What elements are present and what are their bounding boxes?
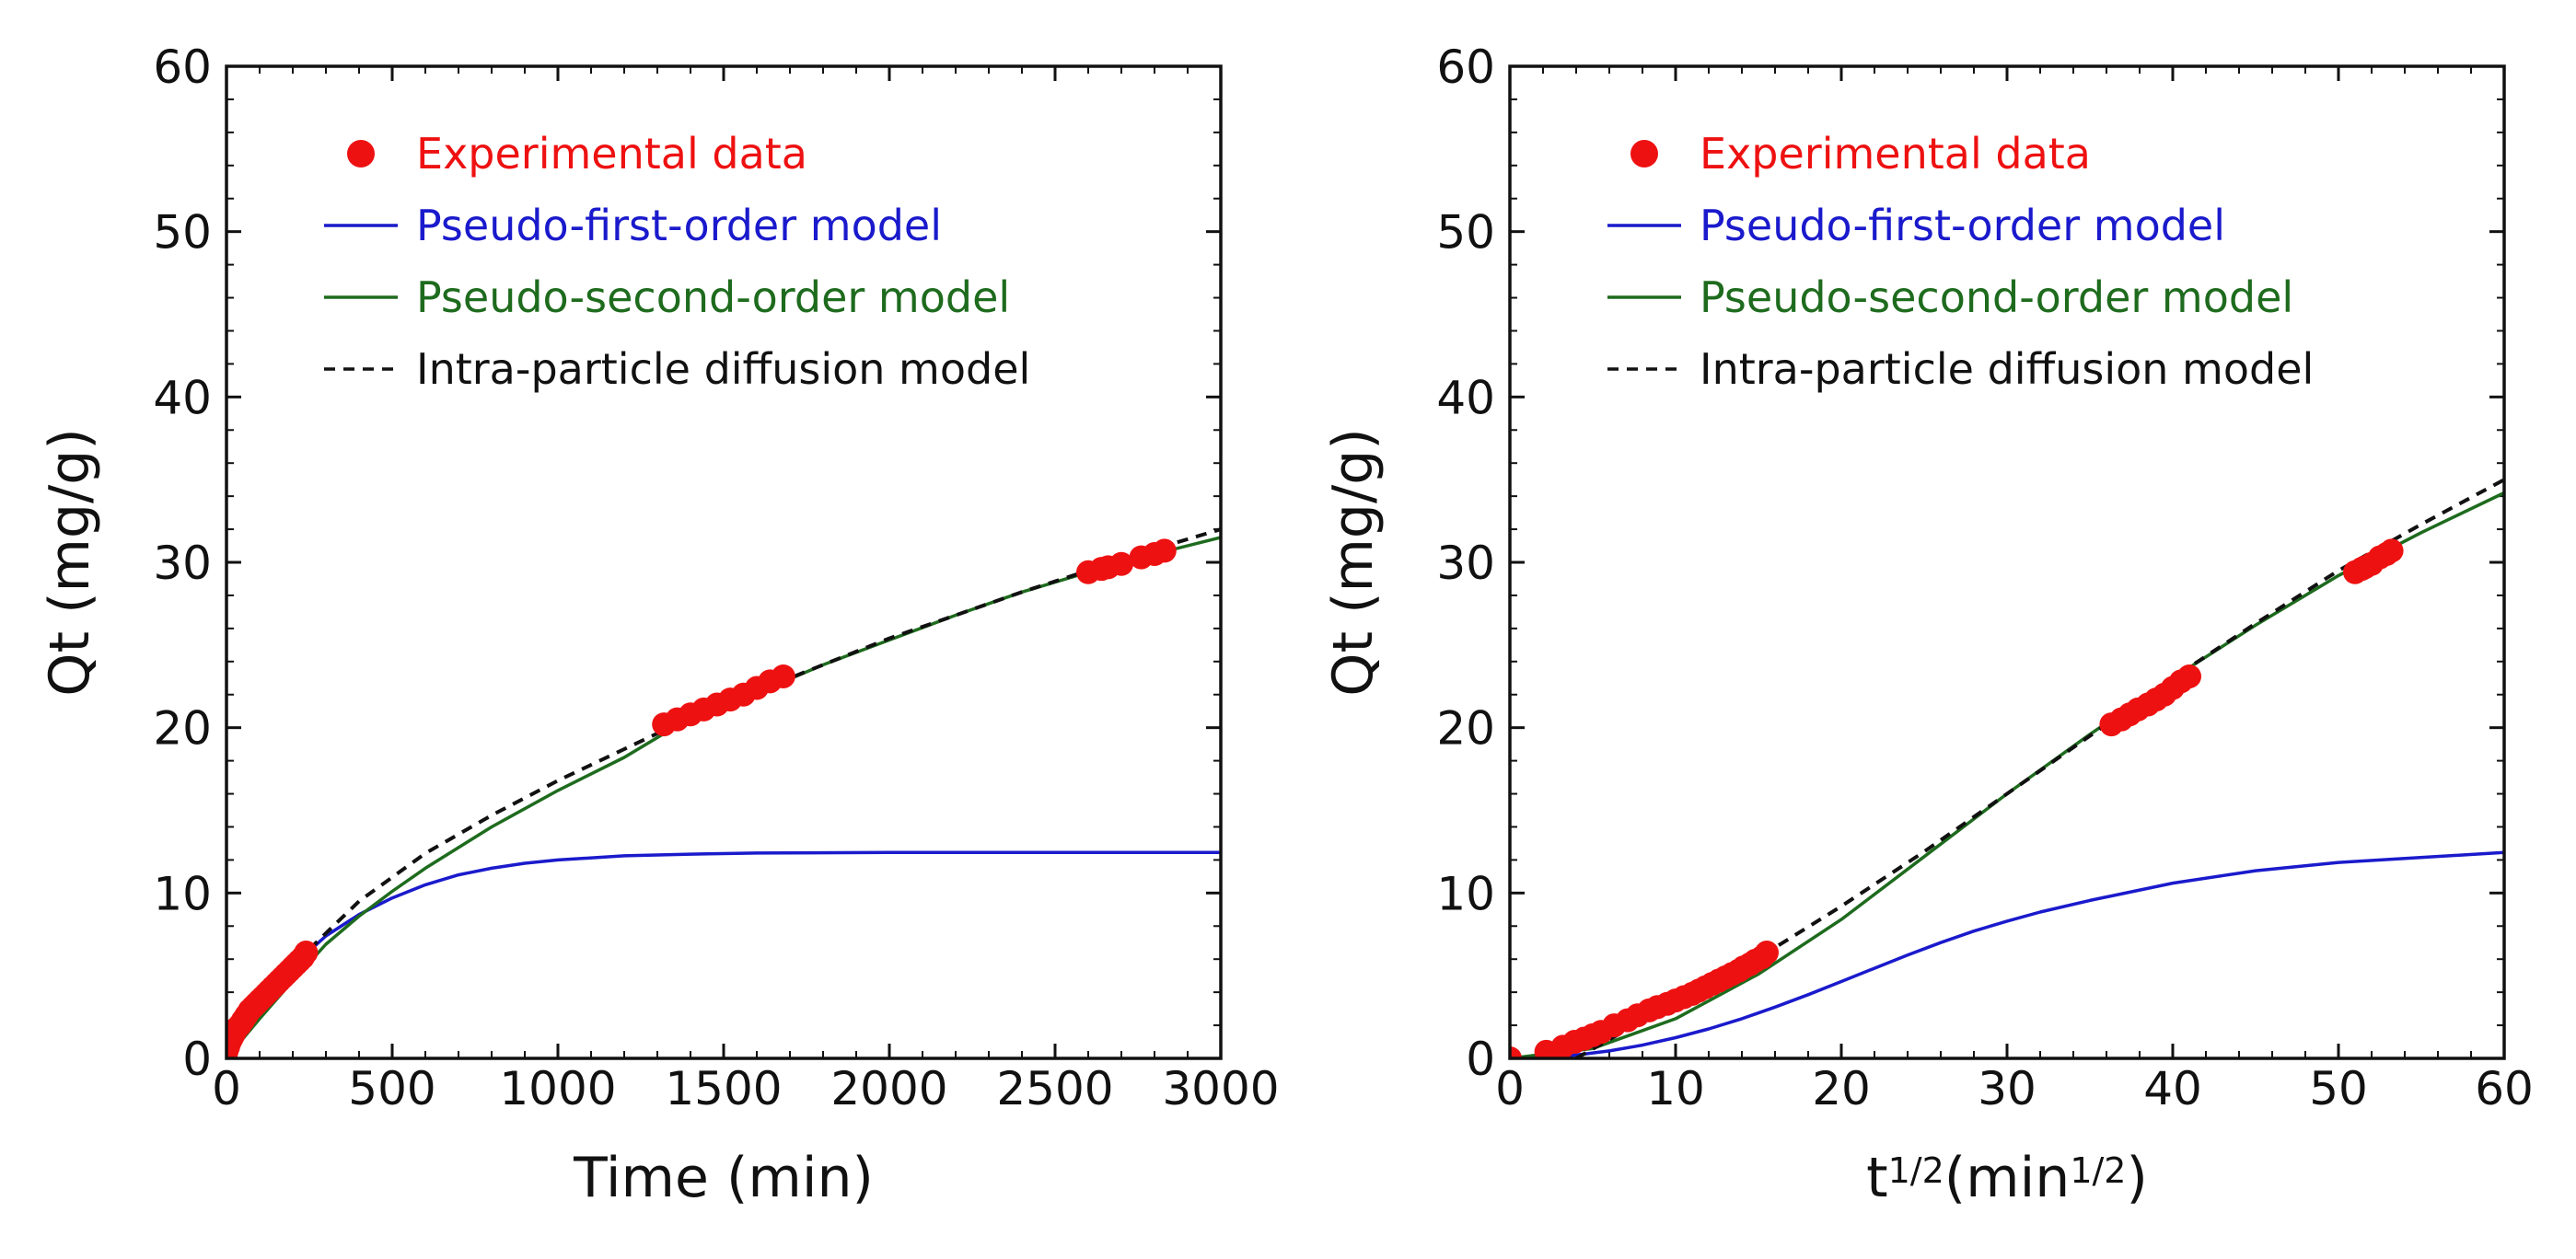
data-point (2379, 538, 2404, 563)
legend-item-experimental: Experimental data (1630, 129, 2091, 179)
data-point (1152, 538, 1177, 563)
data-point (771, 664, 795, 688)
y-tick-label: 50 (153, 206, 212, 260)
chart-qt-vs-sqrt-time: 0 10 20 30 40 50 60 0 10 20 30 40 50 60 Experimental d… (1321, 40, 2534, 1210)
x-tick-label: 2000 (830, 1062, 947, 1115)
y-tick-label: 0 (182, 1033, 212, 1086)
y-tick-label: 20 (153, 702, 212, 756)
legend-label: Pseudo-first-order model (416, 201, 942, 250)
y-tick-label: 40 (1436, 371, 1495, 424)
legend-item-pseudo_second: Pseudo-second-order model (1607, 272, 2293, 322)
x-tick-label: 0 (212, 1062, 241, 1115)
legend: Experimental data Pseudo-first-order mode… (324, 129, 1030, 394)
legend-item-intra_particle: Intra-particle diffusion model (324, 344, 1030, 394)
plot-frame (1508, 64, 2506, 1060)
y-tick-label: 50 (1436, 206, 1495, 260)
legend-marker (1630, 140, 1658, 167)
legend: Experimental data Pseudo-first-order mode… (1607, 129, 2314, 394)
legend-item-experimental: Experimental data (347, 129, 807, 179)
x-tick-label: 500 (348, 1062, 435, 1115)
legend-label: Intra-particle diffusion model (416, 344, 1030, 394)
x-tick-label: 1500 (665, 1062, 782, 1115)
x-tick-label: 3000 (1162, 1062, 1279, 1115)
y-axis-title: Qt (mg/g) (1321, 428, 1386, 696)
plot-frame (225, 64, 1223, 1060)
pseudo_first-series-line (226, 850, 1221, 1058)
plot-area (1510, 478, 2504, 1058)
x-axis-title: Time (min) (573, 1146, 874, 1210)
intra_particle-series-line (307, 527, 1221, 951)
data-point (1510, 1046, 1522, 1058)
plot-area (226, 527, 1221, 1058)
legend-item-pseudo_first: Pseudo-first-order model (324, 201, 942, 250)
y-tick-label: 60 (1436, 40, 1495, 94)
y-tick-label: 0 (1466, 1033, 1495, 1086)
legend-label: Intra-particle diffusion model (1700, 344, 2314, 394)
x-tick-label: 10 (1646, 1062, 1705, 1115)
pseudo_second-series-line (226, 536, 1221, 1058)
x-tick-label: 30 (1978, 1062, 2036, 1115)
y-tick-label: 30 (153, 537, 212, 590)
legend-marker (347, 140, 375, 167)
x-tick-label: 60 (2475, 1062, 2534, 1115)
y-tick-label: 10 (153, 867, 212, 920)
data-point (2177, 664, 2201, 688)
chart-qt-vs-time: 0 500 1000 1500 2000 2500 3000 0 10 20 30 40 50 60 Exp… (38, 40, 1280, 1210)
data-point (1755, 941, 1779, 965)
x-tick-label: 2500 (996, 1062, 1113, 1115)
legend-item-pseudo_first: Pseudo-first-order model (1607, 201, 2225, 250)
x-tick-label: 0 (1495, 1062, 1525, 1115)
y-tick-label: 30 (1436, 537, 1495, 590)
legend-label: Pseudo-second-order model (1700, 272, 2293, 322)
x-tick-label: 40 (2143, 1062, 2202, 1115)
x-tick-label: 50 (2309, 1062, 2368, 1115)
data-point (1109, 551, 1133, 576)
y-tick-label: 40 (153, 371, 212, 424)
legend-label: Pseudo-first-order model (1700, 201, 2225, 250)
y-tick-label: 60 (153, 40, 212, 94)
legend-item-intra_particle: Intra-particle diffusion model (1607, 344, 2314, 394)
pseudo_first-series-line (1510, 850, 2504, 1058)
x-axis-title: t1/2(min1/2) (1866, 1146, 2148, 1210)
legend-label: Experimental data (1700, 129, 2091, 179)
y-tick-label: 20 (1436, 702, 1495, 756)
legend-item-pseudo_second: Pseudo-second-order model (324, 272, 1010, 322)
y-axis-title: Qt (mg/g) (38, 428, 102, 696)
x-tick-label: 20 (1812, 1062, 1871, 1115)
x-tick-label: 1000 (499, 1062, 616, 1115)
data-point (294, 941, 319, 965)
legend-label: Pseudo-second-order model (416, 272, 1010, 322)
y-tick-label: 10 (1436, 867, 1495, 920)
legend-label: Experimental data (416, 129, 807, 179)
